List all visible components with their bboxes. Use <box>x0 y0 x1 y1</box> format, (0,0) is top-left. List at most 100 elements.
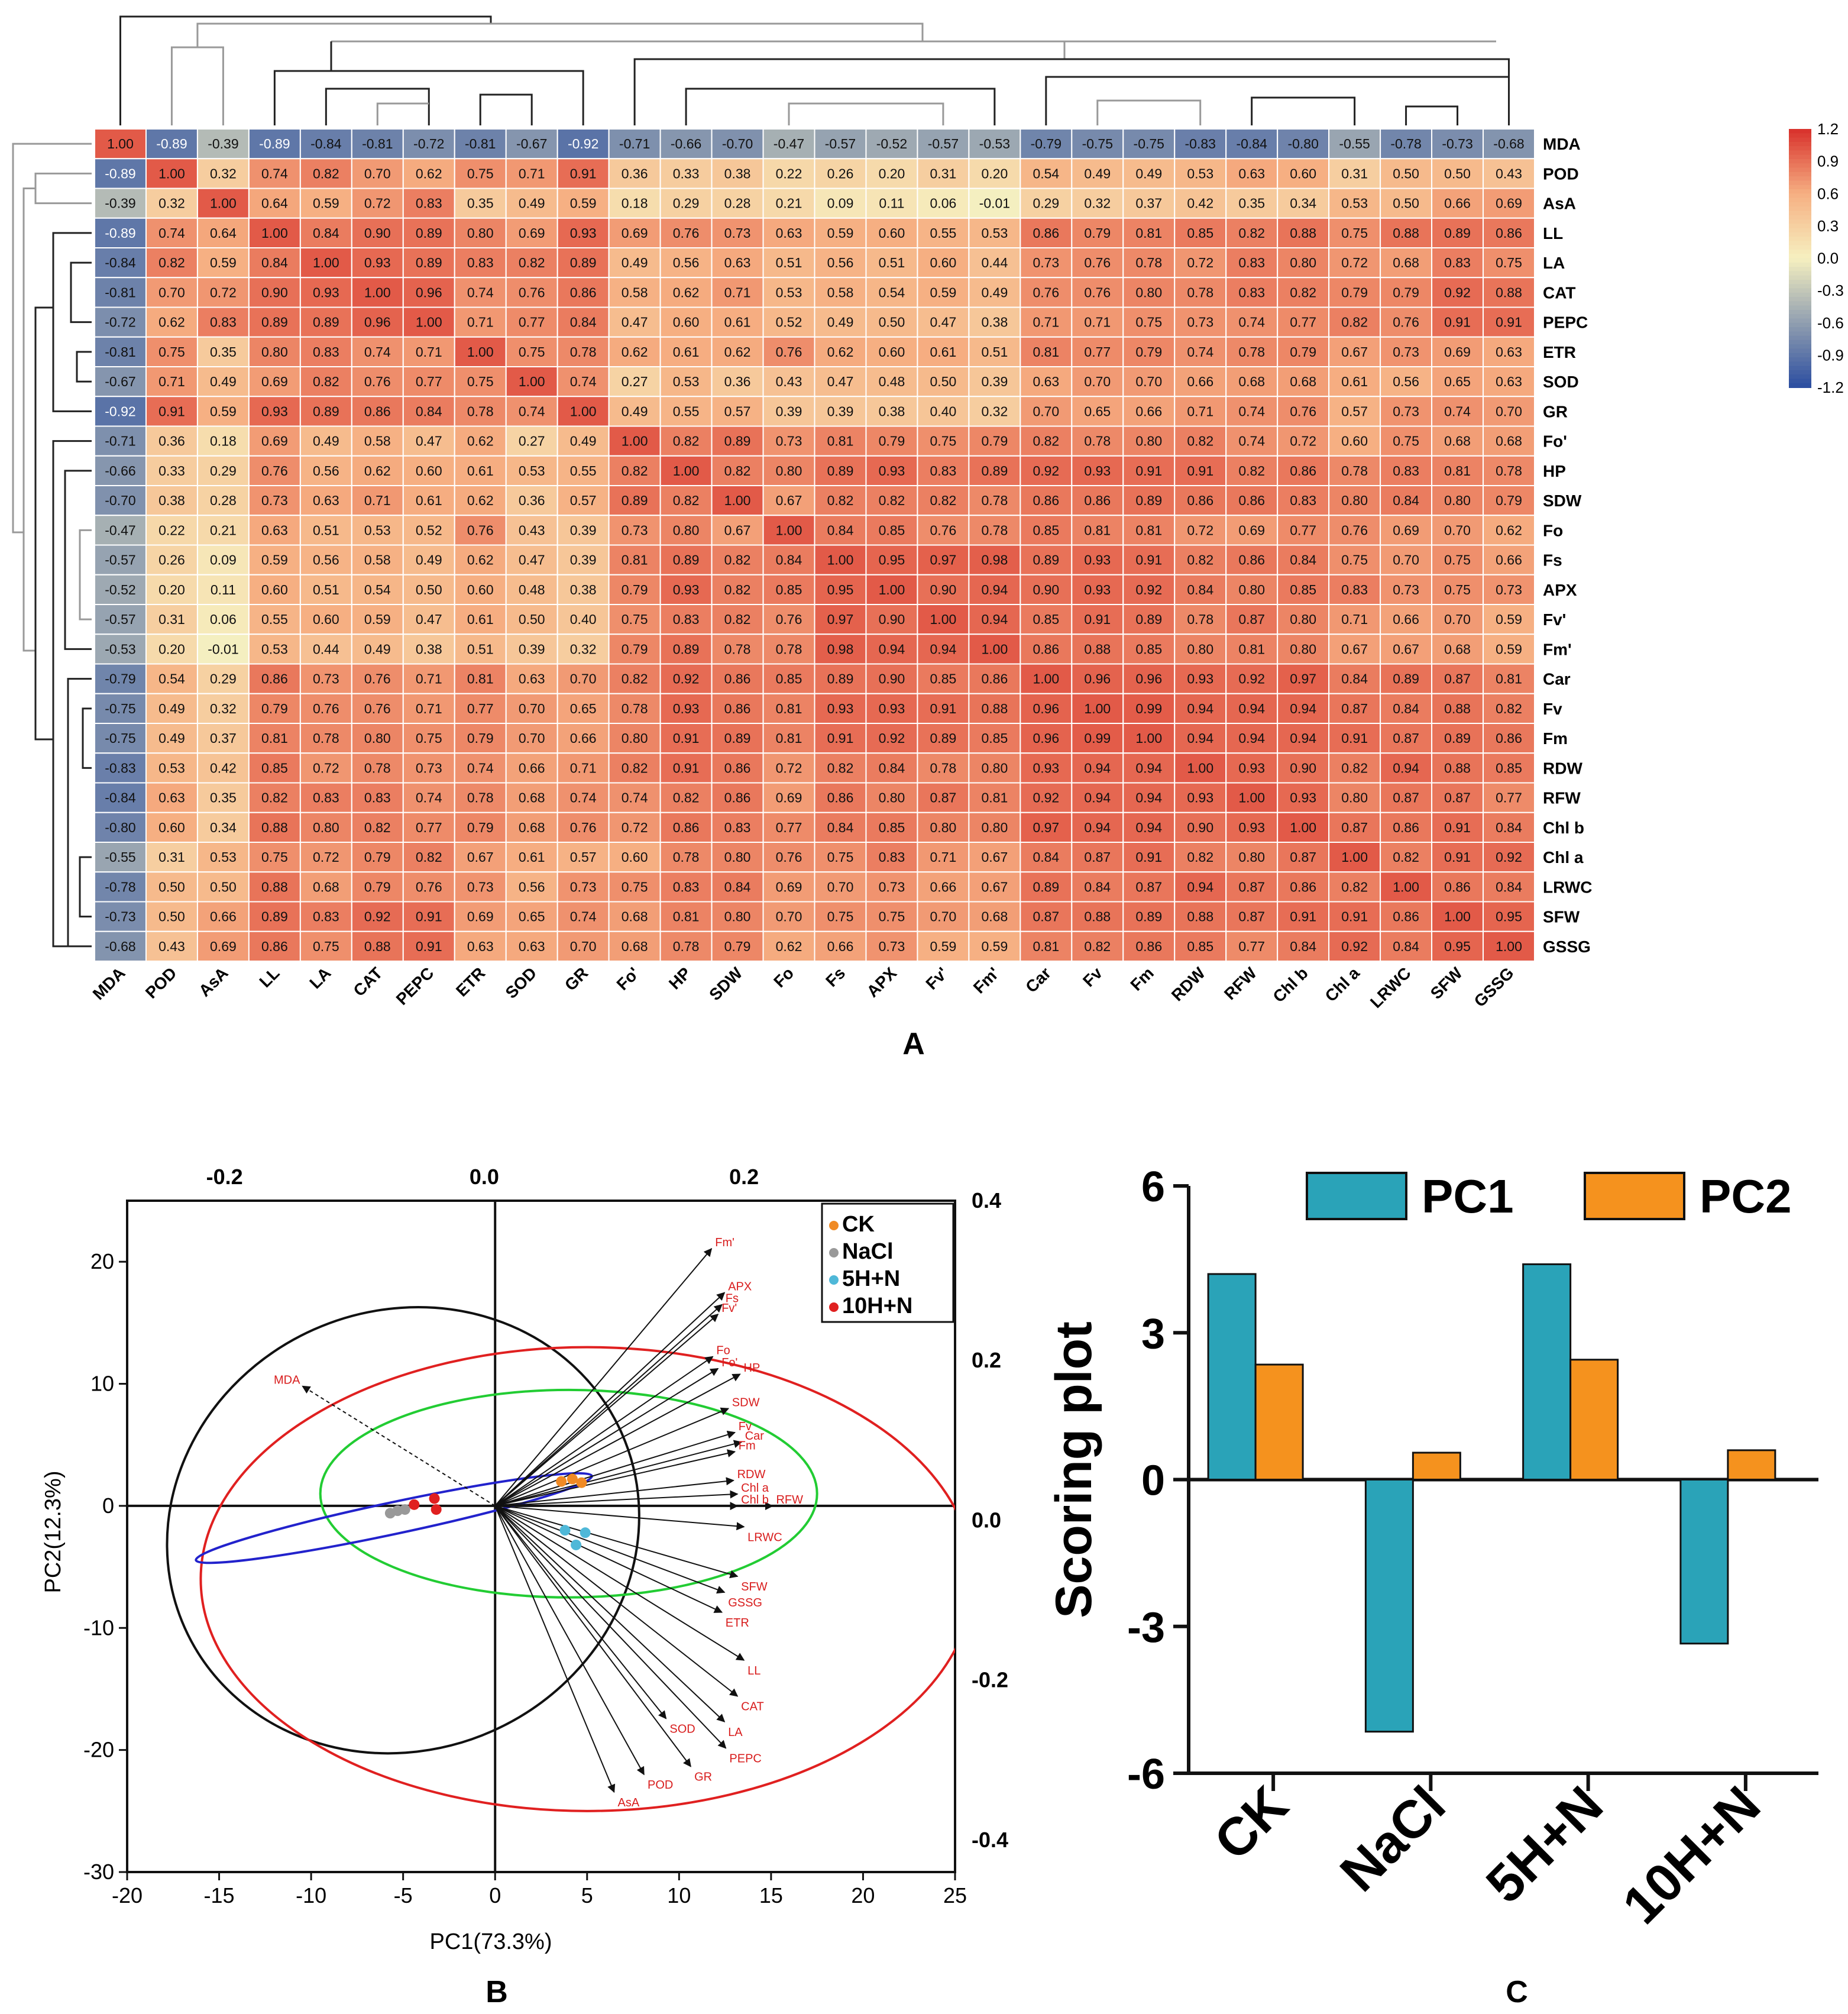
loading-label: Fo' <box>721 1356 737 1369</box>
heatmap-cell-value: 0.86 <box>1290 879 1316 894</box>
heatmap-cell-value: 0.82 <box>724 612 751 627</box>
heatmap-cell-value: 0.87 <box>1290 849 1316 865</box>
heatmap-cell-value: 0.81 <box>1135 225 1162 241</box>
heatmap-cell-value: 0.88 <box>1290 225 1316 241</box>
loading-label: ETR <box>726 1617 749 1630</box>
heatmap-cell-value: 0.39 <box>776 403 802 419</box>
heatmap-cell-value: 0.94 <box>1187 730 1213 746</box>
biplot-right-tick-label: 0.2 <box>972 1348 1001 1372</box>
heatmap-cell-value: 0.48 <box>519 582 545 597</box>
loading-label: LA <box>728 1726 743 1739</box>
heatmap-cell-value: 0.73 <box>313 671 339 687</box>
legend-marker <box>829 1248 839 1257</box>
heatmap-cell-value: 0.56 <box>313 463 339 479</box>
heatmap-cell-value: 0.81 <box>467 671 494 687</box>
heatmap-cell-value: 0.71 <box>158 374 185 389</box>
loading-label: SDW <box>732 1396 760 1409</box>
heatmap-cell-value: 0.73 <box>1393 344 1419 360</box>
legend-label: NaCl <box>842 1239 894 1264</box>
legend-marker <box>829 1302 839 1312</box>
loading-label: HP <box>744 1362 760 1375</box>
heatmap-cell-value: 0.53 <box>158 760 185 775</box>
heatmap-cell-value: 0.49 <box>570 434 597 449</box>
heatmap-cell-value: 0.84 <box>261 255 288 270</box>
heatmap-cell-value: 0.94 <box>1084 760 1111 775</box>
heatmap-cell-value: 0.82 <box>1033 434 1059 449</box>
biplot-y-tick-label: 10 <box>90 1372 114 1396</box>
colorbar-segment <box>1789 193 1811 198</box>
heatmap-cell-value: 0.81 <box>1238 641 1265 657</box>
heatmap-cell-value: 0.87 <box>1341 701 1368 716</box>
heatmap-cell-value: 0.26 <box>827 166 854 181</box>
heatmap-cell-value: 0.53 <box>673 374 700 389</box>
heatmap-cell-value: 0.77 <box>1290 315 1316 330</box>
heatmap-cell-value: -0.83 <box>105 760 135 775</box>
heatmap-cell-value: -0.84 <box>1236 136 1267 151</box>
heatmap-cell-value: -0.57 <box>105 612 135 627</box>
loading-label: Fo <box>716 1344 730 1357</box>
heatmap-cell-value: 0.90 <box>879 671 905 687</box>
heatmap-cell-value: 0.78 <box>673 849 700 865</box>
heatmap-cell-value: 0.77 <box>416 820 442 835</box>
heatmap-cell-value: 0.39 <box>519 641 545 657</box>
bar-pc1 <box>1365 1480 1413 1732</box>
heatmap-cell-value: 0.88 <box>1084 641 1111 657</box>
heatmap-cell-value: 0.76 <box>364 671 391 687</box>
heatmap-cell-value: 0.59 <box>827 225 854 241</box>
heatmap-cell-value: 1.00 <box>1084 701 1111 716</box>
heatmap-cell-value: -0.47 <box>105 522 135 538</box>
heatmap-cell-value: 0.80 <box>981 820 1008 835</box>
heatmap-cell-value: 0.89 <box>724 730 751 746</box>
loading-label: LL <box>747 1664 760 1677</box>
heatmap-cell-value: 0.79 <box>879 434 905 449</box>
heatmap-cell-value: 0.09 <box>827 196 854 211</box>
heatmap-cell-value: 0.96 <box>1033 730 1059 746</box>
heatmap-cell-value: 0.61 <box>416 493 442 508</box>
heatmap-cell-value: 0.72 <box>1187 255 1213 270</box>
heatmap-cell-value: 0.82 <box>416 849 442 865</box>
heatmap-cell-value: 0.77 <box>467 701 494 716</box>
heatmap-cell-value: 0.11 <box>211 582 236 597</box>
heatmap-cell-value: 0.94 <box>1187 879 1213 894</box>
bar-y-tick-label: 0 <box>1141 1457 1165 1505</box>
heatmap-cell-value: 0.79 <box>364 879 391 894</box>
heatmap-cell-value: 0.73 <box>1187 315 1213 330</box>
heatmap-cell-value: 0.81 <box>622 552 648 568</box>
colorbar-segment <box>1789 159 1811 164</box>
heatmap-cell-value: 0.95 <box>1444 939 1471 954</box>
legend-swatch-pc2 <box>1585 1173 1684 1219</box>
heatmap-cell-value: 0.47 <box>519 552 545 568</box>
heatmap-cell-value: 0.92 <box>1238 671 1265 687</box>
heatmap-cell-value: 0.34 <box>1290 196 1316 211</box>
bar-y-tick-label: 6 <box>1141 1163 1165 1211</box>
heatmap-cell-value: 0.43 <box>776 374 802 389</box>
sample-point-nacl <box>400 1504 410 1515</box>
heatmap-cell-value: -0.78 <box>1390 136 1421 151</box>
colorbar-segment <box>1789 228 1811 233</box>
heatmap-cell-value: 0.50 <box>879 315 905 330</box>
colorbar-segment <box>1789 202 1811 207</box>
heatmap-cell-value: 0.59 <box>1496 612 1522 627</box>
heatmap-cell-value: 0.72 <box>1187 522 1213 538</box>
heatmap-cell-value: 0.53 <box>519 463 545 479</box>
colorbar-segment <box>1789 293 1811 298</box>
heatmap-cell-value: 0.91 <box>570 166 597 181</box>
sample-point-ck <box>567 1474 578 1485</box>
heatmap-cell-value: 0.47 <box>930 315 957 330</box>
heatmap-cell-value: 0.80 <box>776 463 802 479</box>
heatmap-cell-value: 0.70 <box>1444 522 1471 538</box>
heatmap-cell-value: 0.51 <box>313 582 339 597</box>
heatmap-cell-value: 0.63 <box>467 939 494 954</box>
heatmap-cell-value: 0.72 <box>1290 434 1316 449</box>
heatmap-cell-value: 0.89 <box>261 909 288 924</box>
heatmap-cell-value: 0.29 <box>673 196 700 211</box>
heatmap-cell-value: 0.92 <box>1135 582 1162 597</box>
heatmap-cell-value: 0.49 <box>416 552 442 568</box>
loading-label: RDW <box>737 1468 766 1481</box>
colorbar-segment <box>1789 353 1811 358</box>
heatmap-cell-value: 0.76 <box>1084 285 1111 300</box>
biplot-x-tick-label: 5 <box>581 1883 593 1908</box>
heatmap-cell-value: 0.38 <box>416 641 442 657</box>
heatmap-cell-value: 0.20 <box>879 166 905 181</box>
heatmap-cell-value: 0.91 <box>416 939 442 954</box>
